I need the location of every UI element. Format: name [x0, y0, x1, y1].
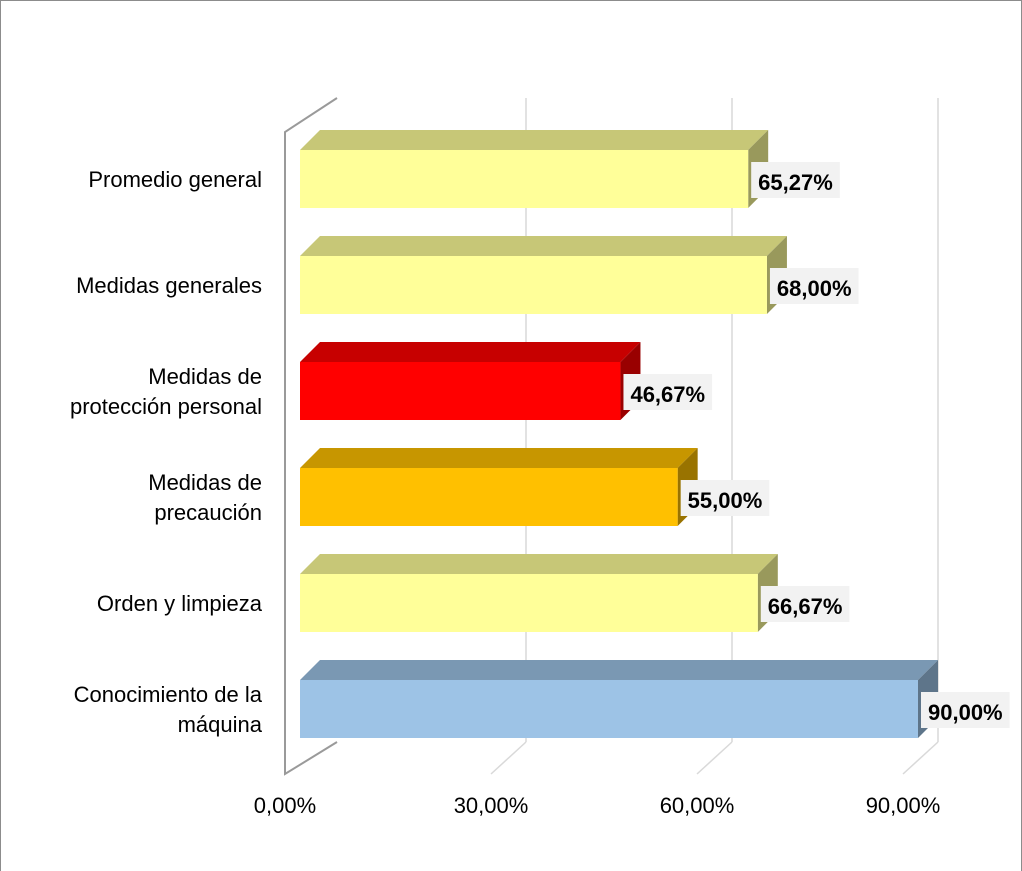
bar	[300, 680, 918, 738]
category-label: Promedio general	[88, 167, 262, 192]
category-label-line: Medidas de	[148, 364, 262, 389]
bar-top	[300, 130, 769, 150]
bar	[300, 150, 749, 208]
bar-top	[300, 660, 938, 680]
data-label-box	[623, 374, 713, 410]
category-label-line: precaución	[154, 500, 262, 525]
bars	[300, 130, 938, 738]
gridline-floor	[696, 741, 733, 775]
category-label: Medidas de precaución	[148, 470, 262, 525]
category-label-line: protección personal	[70, 394, 262, 419]
category-label: Orden y limpieza	[97, 591, 263, 616]
category-label: Medidas generales	[76, 273, 262, 298]
data-label-box	[680, 480, 770, 516]
gridline-floor	[490, 741, 527, 775]
data-label-box	[921, 692, 1010, 728]
data-label: 55,00%	[688, 488, 763, 513]
data-label: 46,67%	[630, 382, 705, 407]
data-label: 90,00%	[928, 700, 1003, 725]
data-label: 65,27%	[758, 170, 833, 195]
x-tick-label: 60,00%	[660, 793, 735, 818]
bar	[300, 468, 678, 526]
bar	[300, 362, 621, 420]
bar	[300, 574, 758, 632]
bar-top	[300, 448, 698, 468]
category-label: Medidas de protección personal	[70, 364, 262, 419]
bar	[300, 256, 767, 314]
category-label-line: Conocimiento de la	[74, 682, 263, 707]
gridline-floor	[902, 741, 939, 775]
data-label-box	[760, 586, 850, 622]
labels: 90,00% Conocimiento de la máquina 66,67% Ord…	[70, 162, 1010, 818]
data-label-box	[751, 162, 840, 198]
category-label-line: Promedio general	[88, 167, 262, 192]
x-tick-label: 30,00%	[454, 793, 529, 818]
data-label: 68,00%	[777, 276, 852, 301]
data-label-box	[769, 268, 859, 304]
data-label: 66,67%	[768, 594, 843, 619]
bar-top	[300, 554, 778, 574]
category-label-line: máquina	[178, 712, 263, 737]
bar-top	[300, 342, 641, 362]
x-tick-label: 0,00%	[254, 793, 316, 818]
y-axis-wall	[284, 97, 338, 776]
category-label-line: Medidas de	[148, 470, 262, 495]
axes	[284, 97, 338, 776]
x-tick-label: 90,00%	[866, 793, 941, 818]
bar-top	[300, 236, 787, 256]
category-label: Conocimiento de la máquina	[74, 682, 263, 737]
category-label-line: Medidas generales	[76, 273, 262, 298]
category-label-line: Orden y limpieza	[97, 591, 263, 616]
